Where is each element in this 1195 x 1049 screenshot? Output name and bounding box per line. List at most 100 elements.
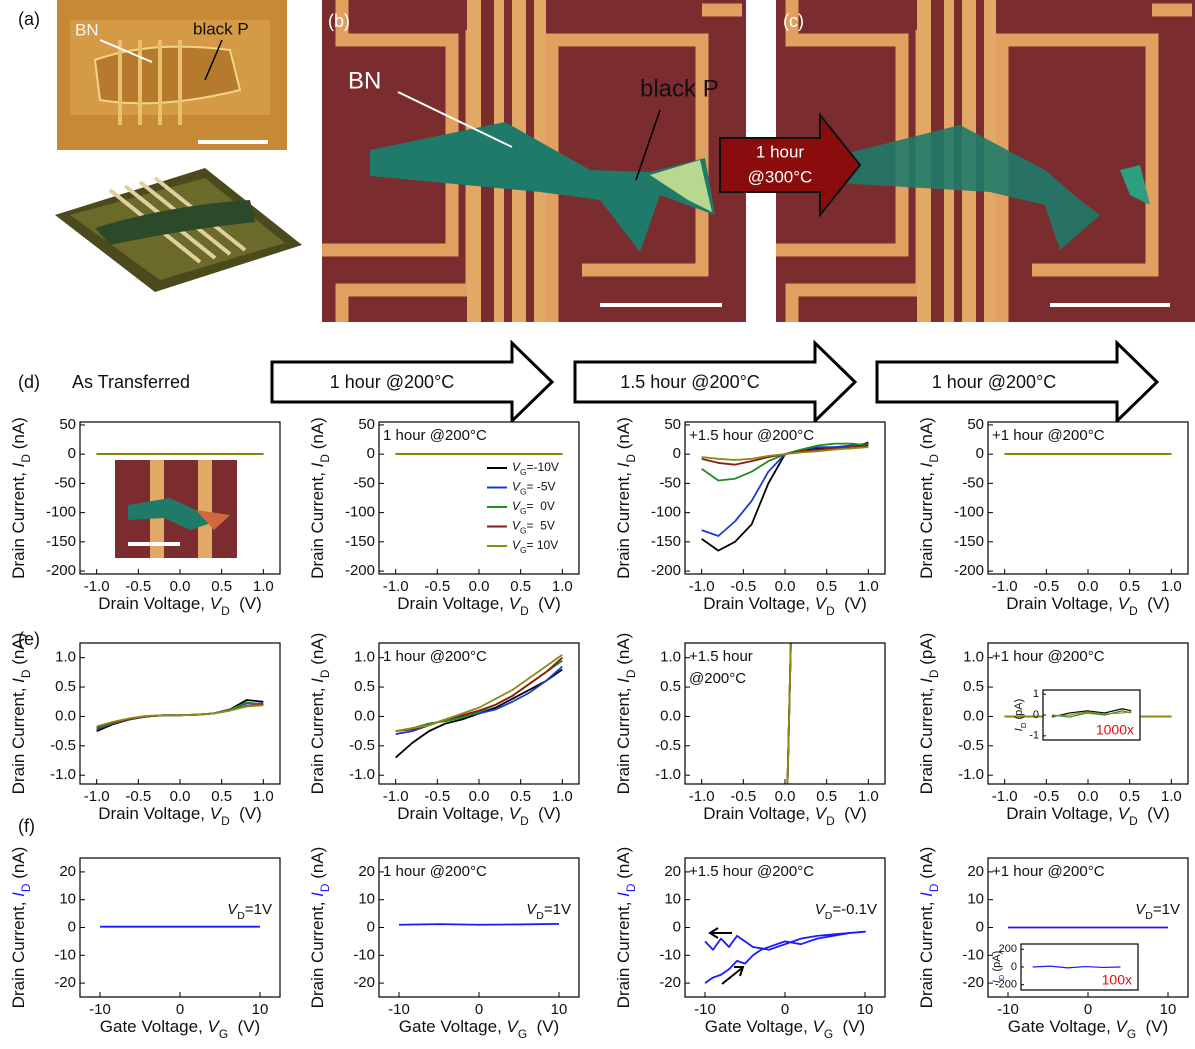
y-tick-label: -150 xyxy=(345,533,375,550)
label-part: Drain Current, xyxy=(917,467,936,578)
y-tick-label: 0 xyxy=(68,445,76,462)
label-part: Drain Current, xyxy=(614,897,633,1008)
subscript: D xyxy=(997,974,1006,980)
y-tick-label: -10 xyxy=(54,946,76,963)
subscript: D xyxy=(624,669,638,678)
y-tick-label: 0 xyxy=(367,445,375,462)
x-tick-label: -1.0 xyxy=(84,788,110,805)
y-tick-label: 20 xyxy=(358,863,375,880)
y-tick-label: -100 xyxy=(651,504,681,521)
y-tick-label: 0.0 xyxy=(354,707,375,724)
x-tick-label: 1.0 xyxy=(253,788,274,805)
x-tick-label: -10 xyxy=(694,1001,716,1018)
y-tick-label: 0.0 xyxy=(660,707,681,724)
label-part: Drain Voltage, xyxy=(1006,594,1118,613)
x-tick-label: 1.0 xyxy=(552,578,573,595)
x-tick-label: -0.5 xyxy=(125,788,151,805)
afm-panel: (a) BN black P xyxy=(18,0,302,292)
label-part: (nA) xyxy=(614,847,633,884)
plot-frame xyxy=(987,642,1189,785)
y-tick-label: -20 xyxy=(353,974,375,991)
label-part: I xyxy=(9,678,28,683)
label-part: Drain Voltage, xyxy=(98,804,210,823)
x-axis-label: Drain Voltage, VD (V) xyxy=(1006,594,1170,618)
label-part: Drain Current, xyxy=(308,467,327,578)
y-tick-label: -0.5 xyxy=(958,737,984,754)
data-line xyxy=(395,654,563,733)
x-axis-label: Drain Voltage, VD (V) xyxy=(703,804,867,828)
label-part: V xyxy=(509,804,522,823)
y-tick-label: 0.5 xyxy=(963,678,984,695)
label-part: (V) xyxy=(529,594,561,613)
x-tick-label: 0.0 xyxy=(469,578,490,595)
y-axis-label: Drain Current, ID (nA) xyxy=(9,633,33,795)
x-tick-label: -10 xyxy=(388,1001,410,1018)
label-part: (nA) xyxy=(9,417,28,454)
data-line xyxy=(704,930,866,984)
y-tick-label: -20 xyxy=(962,974,984,991)
label-part: (V) xyxy=(230,804,262,823)
label-part: = 5V xyxy=(527,519,555,533)
label-part: V xyxy=(526,901,538,918)
subscript: D xyxy=(826,814,835,828)
y-tick-label: 1.0 xyxy=(354,649,375,666)
annotation: BN xyxy=(75,20,99,39)
y-tick-label: 50 xyxy=(59,416,76,433)
label-part: = -5V xyxy=(527,480,556,494)
subscript: D xyxy=(318,669,332,678)
subscript: D xyxy=(927,454,941,463)
label-part: I xyxy=(9,892,28,897)
x-tick-label: 0.0 xyxy=(170,578,191,595)
y-axis-label: Drain Current, ID (nA) xyxy=(614,633,638,795)
x-axis-label: Gate Voltage, VG (V) xyxy=(705,1017,865,1041)
y-tick-label: -1.0 xyxy=(50,766,76,783)
label-part: (V) xyxy=(527,1017,559,1036)
label-part: Gate Voltage, xyxy=(705,1017,813,1036)
x-axis-label: Gate Voltage, VG (V) xyxy=(1008,1017,1168,1041)
x-tick-label: -1.0 xyxy=(992,788,1018,805)
y-axis-label: Drain Current, ID (nA) xyxy=(614,417,638,579)
label-part: V xyxy=(512,538,521,552)
label-part: V xyxy=(1135,901,1147,918)
plot-frame xyxy=(684,857,886,998)
step-label: 1 hour @200°C xyxy=(932,372,1057,392)
legend-label: VG= 0V xyxy=(512,499,555,516)
x-tick-label: 0.5 xyxy=(1119,788,1140,805)
label-part: V xyxy=(512,499,521,513)
label-part: I xyxy=(614,462,633,467)
x-tick-label: 0.5 xyxy=(510,578,531,595)
data-line xyxy=(1051,711,1132,717)
legend-label: VG= -5V xyxy=(512,480,556,497)
label-part: (V) xyxy=(228,1017,260,1036)
y-tick-label: 0 xyxy=(1011,961,1017,973)
subscript: D xyxy=(19,883,33,892)
y-axis-label: Drain Current, ID (pA) xyxy=(917,633,941,795)
y-tick-label: -200 xyxy=(651,562,681,579)
subscript: D xyxy=(237,910,245,922)
subscript: D xyxy=(19,454,33,463)
label-part: (nA) xyxy=(308,633,327,670)
panel-label: (d) xyxy=(18,372,40,392)
label-part: (nA) xyxy=(614,633,633,670)
x-axis-label: Gate Voltage, VG (V) xyxy=(100,1017,260,1041)
y-tick-label: 0 xyxy=(673,445,681,462)
x-tick-label: -0.5 xyxy=(424,788,450,805)
subscript: D xyxy=(318,883,332,892)
data-line xyxy=(1051,710,1132,718)
plot-frame xyxy=(79,642,281,785)
annotation: 100x xyxy=(1102,972,1132,988)
y-tick-label: 10 xyxy=(664,891,681,908)
step-label: 1.5 hour @200°C xyxy=(620,372,760,392)
y-tick-label: -1 xyxy=(1029,730,1039,742)
panel-label: (c) xyxy=(783,11,804,31)
y-tick-label: 0 xyxy=(976,445,984,462)
y-tick-label: 0 xyxy=(68,918,76,935)
label-part: I xyxy=(917,678,936,683)
annotation: +1.5 hour @200°C xyxy=(689,427,814,444)
inset-flake xyxy=(128,498,214,530)
x-tick-label: 1.0 xyxy=(858,578,879,595)
x-tick-label: 0.5 xyxy=(510,788,531,805)
annotation: 1000x xyxy=(1096,722,1134,738)
subscript: D xyxy=(19,669,33,678)
y-tick-label: -100 xyxy=(46,504,76,521)
